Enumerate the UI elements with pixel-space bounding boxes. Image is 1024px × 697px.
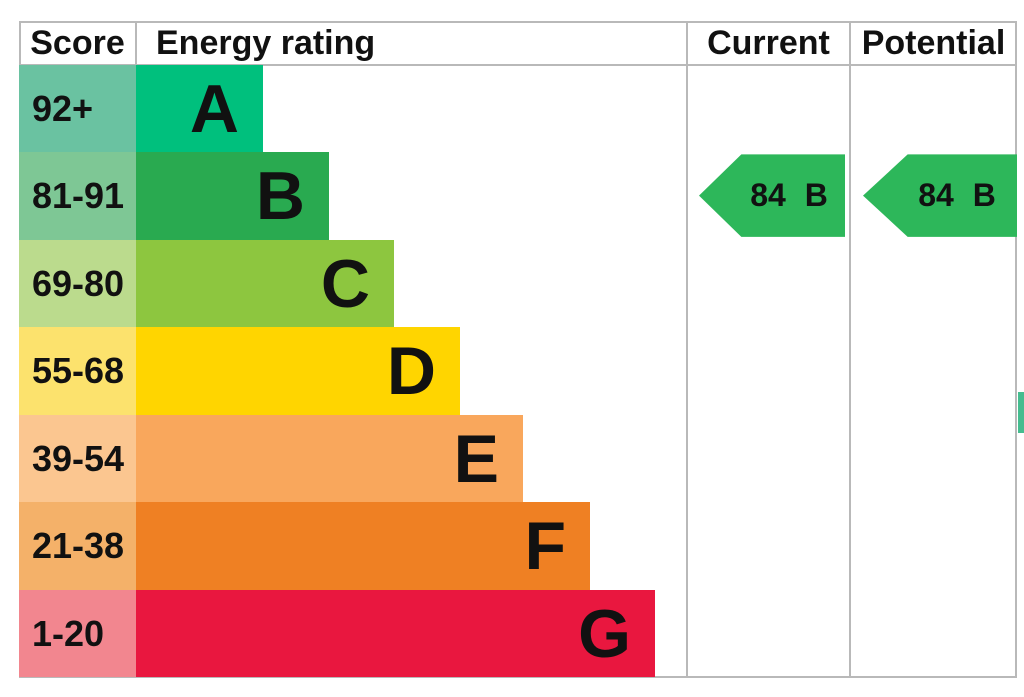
score-range-C: 69-80 [19, 239, 136, 328]
score-range-D: 55-68 [19, 327, 136, 416]
score-range-A: 92+ [19, 65, 136, 153]
potential-rating-arrow: 84 B [863, 154, 1017, 237]
score-range-G: 1-20 [19, 589, 136, 678]
current-potential-divider [849, 21, 851, 678]
band-bar-C: C [136, 239, 394, 328]
score-header: Score [30, 23, 125, 62]
potential-header: Potential [861, 23, 1006, 62]
score-range-E: 39-54 [19, 414, 136, 503]
energy-rating-header: Energy rating [156, 23, 376, 62]
score-range-B: 81-91 [19, 152, 136, 241]
table-top-border [19, 21, 1017, 23]
current-header: Current [707, 23, 830, 62]
band-bar-F: F [136, 502, 590, 591]
score-range-F: 21-38 [19, 502, 136, 591]
score-column-divider [135, 21, 137, 66]
band-bar-D: D [136, 327, 460, 416]
band-bar-A: A [136, 65, 263, 153]
table-right-border [1015, 21, 1017, 678]
band-bar-E: E [136, 414, 523, 503]
band-bar-G: G [136, 589, 655, 678]
current-rating-arrow: 84 B [699, 154, 845, 237]
band-bar-B: B [136, 152, 329, 241]
current-column-left-border [686, 21, 688, 678]
header-bottom-border [19, 64, 1017, 66]
right-edge-artifact [1018, 392, 1024, 433]
